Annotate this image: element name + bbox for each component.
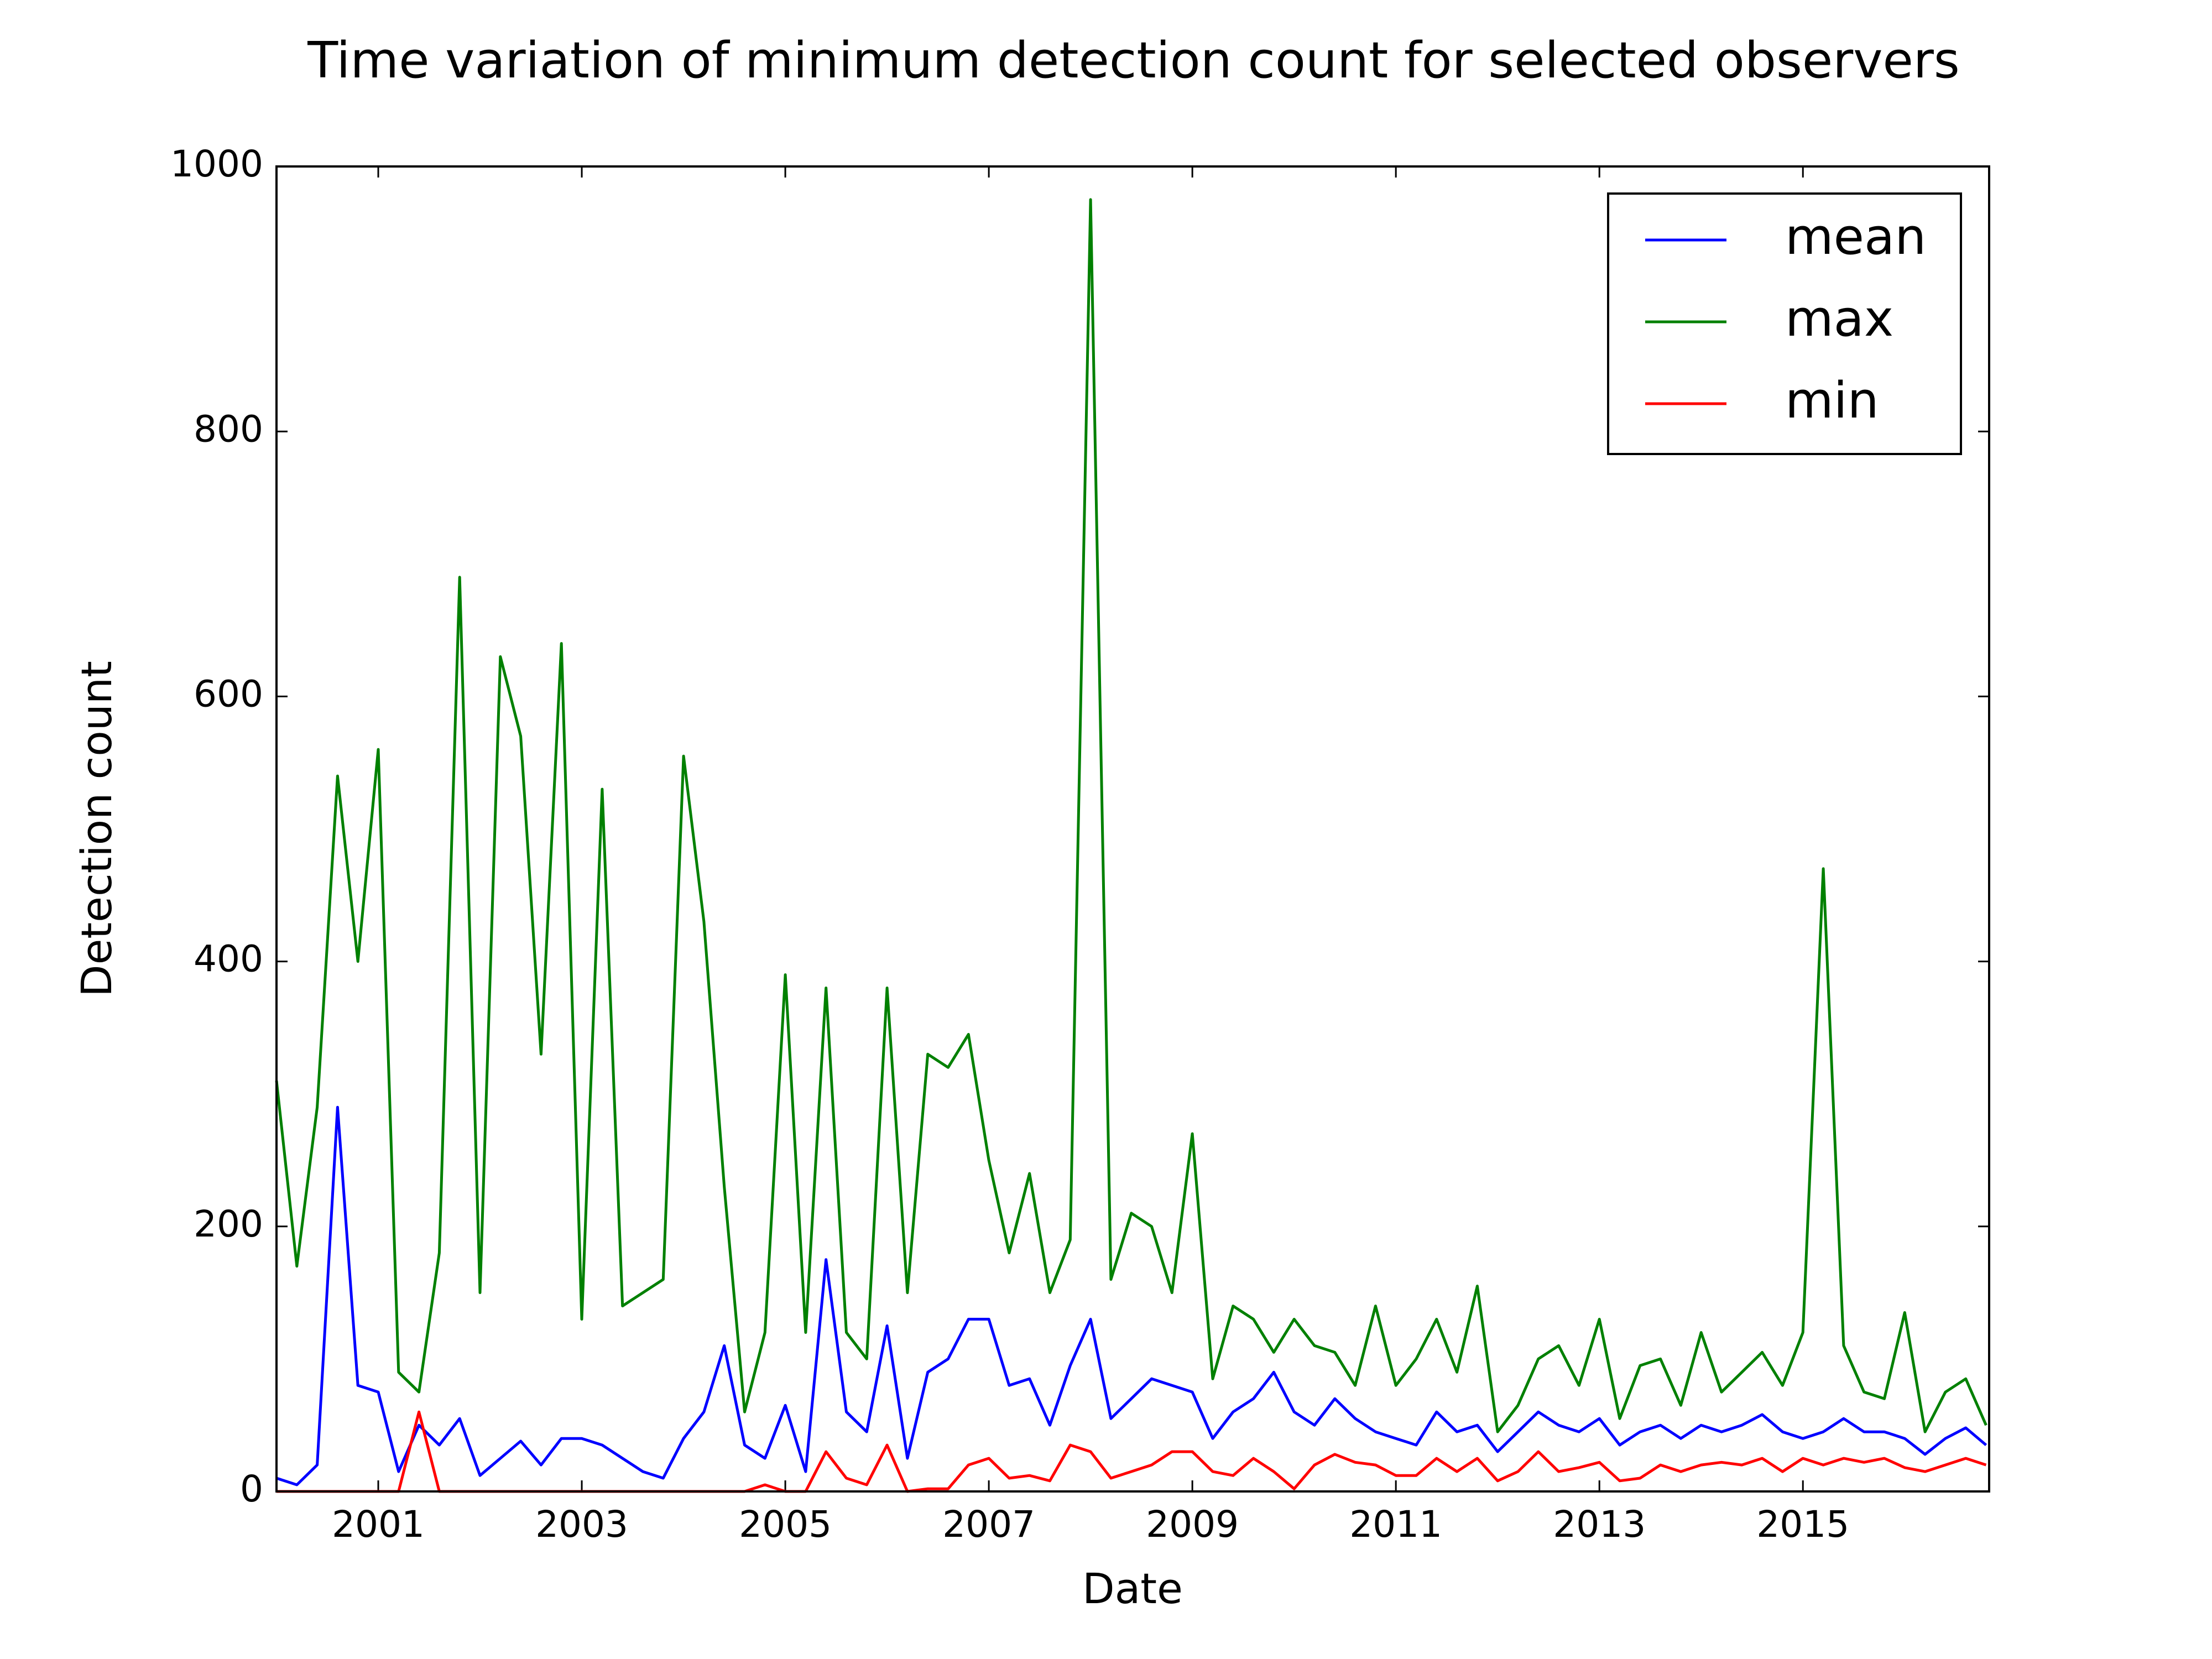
series-line — [275, 198, 1987, 1433]
x-tick-label: 2003 — [535, 1503, 628, 1546]
y-axis-label: Detection count — [72, 661, 121, 997]
series-line — [276, 1105, 1987, 1486]
x-axis-label: Date — [1082, 1564, 1183, 1613]
y-tick-label: 400 — [194, 938, 263, 980]
legend-label: min — [1785, 372, 1879, 430]
y-tick-label: 800 — [194, 408, 263, 450]
x-tick-label: 2007 — [942, 1503, 1035, 1546]
legend-box — [1607, 192, 1962, 455]
x-tick-label: 2009 — [1146, 1503, 1239, 1546]
x-tick-label: 2015 — [1756, 1503, 1849, 1546]
legend-label: mean — [1785, 208, 1926, 266]
x-tick-label: 2013 — [1553, 1503, 1646, 1546]
y-tick-label: 0 — [240, 1468, 263, 1510]
x-tick-label: 2011 — [1349, 1503, 1442, 1546]
chart-title: Time variation of minimum detection coun… — [307, 32, 1960, 90]
x-tick-label: 2005 — [739, 1503, 832, 1546]
y-tick-label: 200 — [194, 1203, 263, 1245]
y-tick-label: 600 — [194, 672, 263, 715]
plot-frame — [275, 165, 1990, 1493]
y-tick-label: 1000 — [170, 143, 263, 185]
legend-label: max — [1785, 290, 1893, 348]
x-tick-label: 2001 — [332, 1503, 425, 1546]
